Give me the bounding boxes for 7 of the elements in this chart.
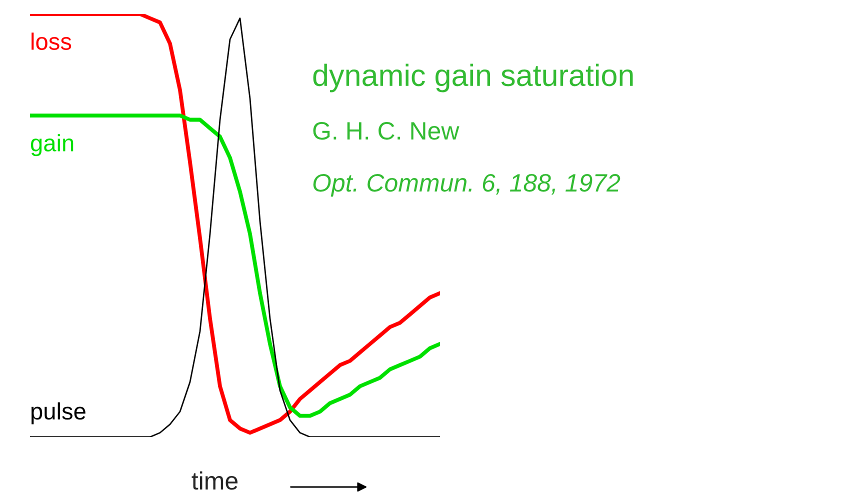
annotation: G. H. C. New [313,122,460,140]
x-axis-title: time [192,471,238,490]
series-label: pulse [32,402,86,424]
annotation: dynamic gain saturation [313,64,633,92]
annotation: Opt. Commun. 6, 188, 1972 [313,174,620,197]
series-label: gain [30,134,74,156]
series-label: loss [32,32,72,50]
